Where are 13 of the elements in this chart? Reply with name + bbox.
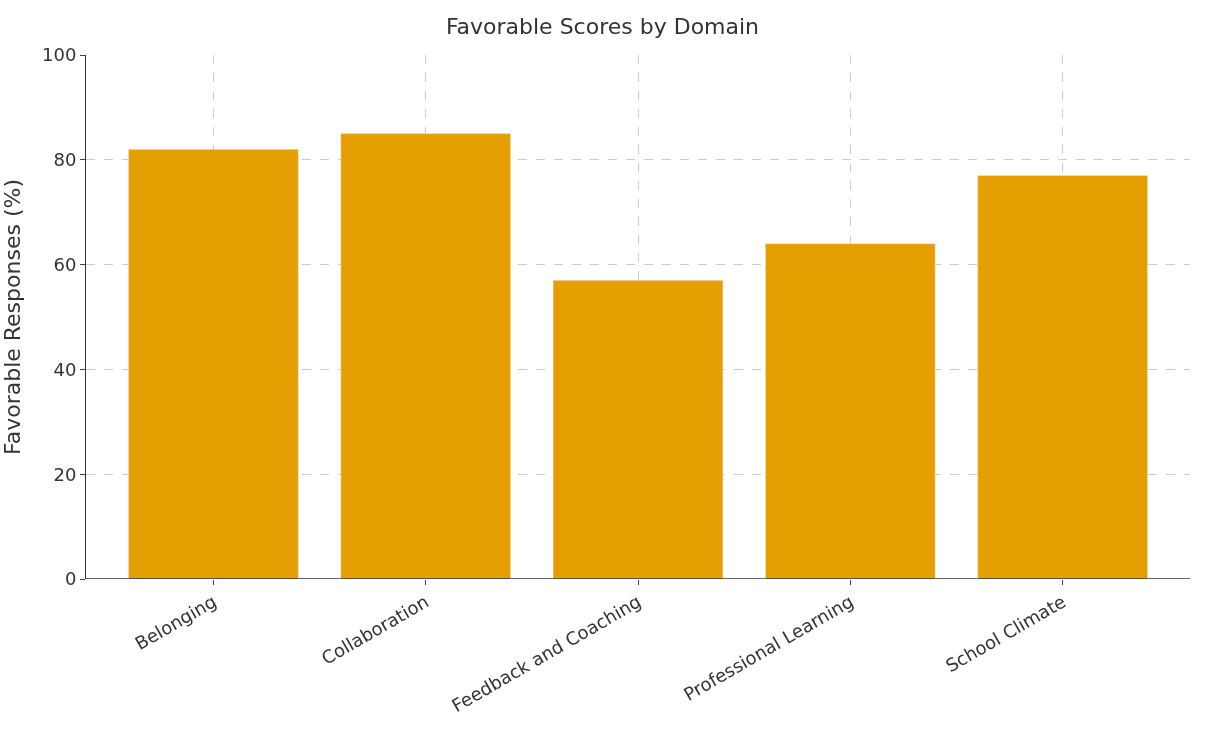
chart-title: Favorable Scores by Domain	[445, 13, 760, 39]
y-tick-label: 40	[53, 358, 77, 380]
bar	[977, 175, 1148, 579]
bar	[765, 243, 936, 579]
y-tick-label: 20	[53, 463, 77, 485]
bar	[340, 133, 511, 579]
y-tick-label: 100	[42, 44, 77, 66]
bar	[552, 280, 724, 579]
y-tick-label: 0	[64, 568, 77, 590]
y-axis-title: Favorable Responses (%)	[0, 179, 25, 455]
bar	[128, 149, 299, 579]
y-tick-label: 80	[53, 149, 77, 171]
y-tick-label: 60	[53, 253, 77, 275]
